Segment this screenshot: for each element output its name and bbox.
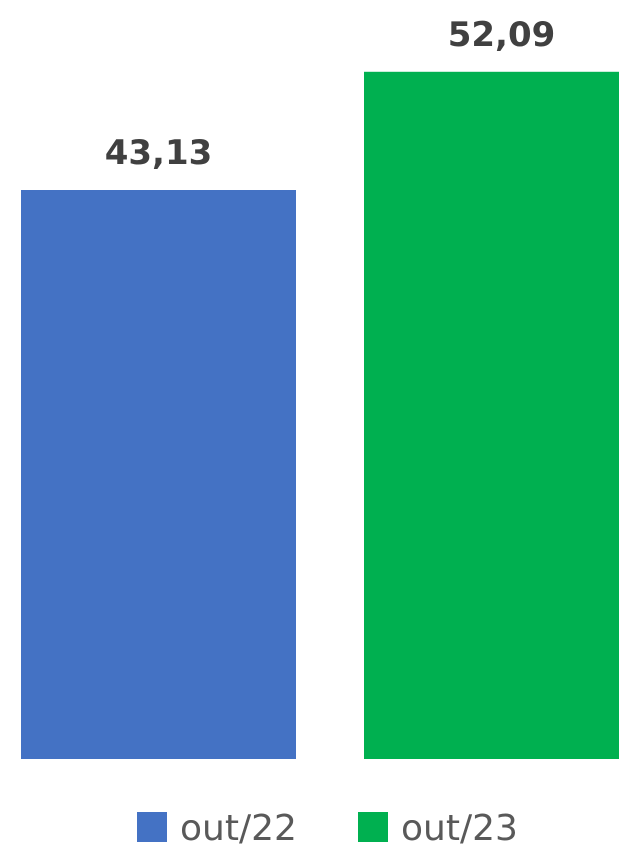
legend: out/22 out/23 xyxy=(137,808,518,846)
legend-swatch xyxy=(137,812,167,842)
value-labels-layer: 43,13 52,09 xyxy=(105,15,556,173)
legend-item-out-23: out/23 xyxy=(358,808,518,846)
legend-label: out/22 xyxy=(180,808,297,846)
bars-layer xyxy=(21,71,619,760)
bar-out-23 xyxy=(364,71,619,760)
legend-item-out-22: out/22 xyxy=(137,808,297,846)
data-label-out-22: 43,13 xyxy=(105,133,213,173)
legend-label: out/23 xyxy=(401,808,518,846)
bar-out-22 xyxy=(21,190,296,759)
legend-swatch xyxy=(358,812,388,842)
data-label-out-23: 52,09 xyxy=(448,15,556,55)
